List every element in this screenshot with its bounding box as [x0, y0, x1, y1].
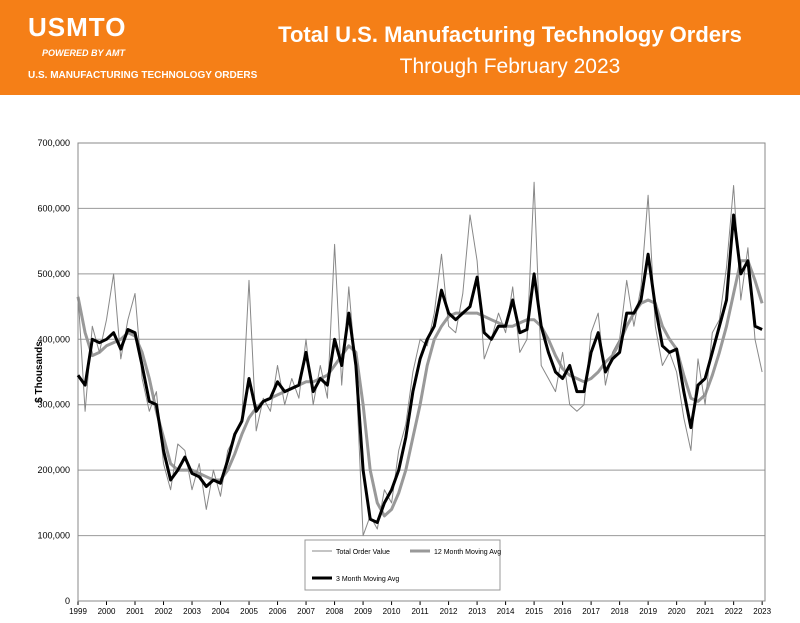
x-tick-label: 1999 — [69, 607, 87, 616]
x-tick-label: 2000 — [98, 607, 116, 616]
series-line — [77, 181, 763, 537]
series-line — [76, 259, 764, 518]
x-tick-label: 2023 — [753, 607, 771, 616]
header: USMTO POWERED BY AMT U.S. MANUFACTURING … — [0, 0, 800, 95]
x-tick-label: 2014 — [497, 607, 515, 616]
x-tick-label: 2012 — [440, 607, 458, 616]
x-tick-label: 2009 — [354, 607, 372, 616]
x-tick-label: 2020 — [668, 607, 686, 616]
x-tick-label: 2010 — [383, 607, 401, 616]
x-tick-label: 2003 — [183, 607, 201, 616]
y-tick-label: 200,000 — [37, 465, 70, 475]
plot-frame — [77, 142, 766, 602]
x-tick-label: 2015 — [525, 607, 543, 616]
y-tick-label: 0 — [65, 596, 70, 606]
y-tick-label: 300,000 — [37, 400, 70, 410]
x-tick-label: 2004 — [212, 607, 230, 616]
legend-label: 12 Month Moving Avg — [434, 549, 501, 556]
x-tick-label: 2002 — [155, 607, 173, 616]
x-tick-label: 2005 — [240, 607, 258, 616]
chart-title: Total U.S. Manufacturing Technology Orde… — [278, 22, 742, 47]
y-tick-label: 700,000 — [37, 138, 70, 148]
x-tick-label: 2018 — [611, 607, 629, 616]
x-tick-label: 2001 — [126, 607, 144, 616]
y-tick-label: 100,000 — [37, 531, 70, 541]
x-tick-label: 2007 — [297, 607, 315, 616]
powered-by: POWERED BY AMT — [42, 48, 126, 58]
x-tick-label: 2016 — [554, 607, 572, 616]
x-tick-label: 2008 — [326, 607, 344, 616]
legend-box — [304, 539, 501, 591]
x-tick-label: 2021 — [696, 607, 714, 616]
x-tick-label: 2006 — [269, 607, 287, 616]
legend: Total Order Value 12 Month Moving Avg 3 Mo… — [304, 539, 501, 591]
legend-label: 3 Month Moving Avg — [336, 576, 399, 583]
y-axis-label: $ Thousands — [34, 341, 45, 403]
chart-subtitle: Through February 2023 — [399, 55, 621, 78]
x-tick-label: 2017 — [582, 607, 600, 616]
x-tick-label: 2013 — [468, 607, 486, 616]
y-tick-label: 500,000 — [37, 269, 70, 279]
tagline: U.S. MANUFACTURING TECHNOLOGY ORDERS — [28, 70, 258, 81]
x-tick-label: 2019 — [639, 607, 657, 616]
logo: USMTO — [28, 12, 127, 42]
x-tick-label: 2022 — [725, 607, 743, 616]
y-tick-label: 400,000 — [37, 334, 70, 344]
y-tick-label: 600,000 — [37, 203, 70, 213]
series-line — [76, 213, 763, 524]
legend-label: Total Order Value — [336, 549, 390, 556]
x-tick-label: 2011 — [411, 607, 429, 616]
